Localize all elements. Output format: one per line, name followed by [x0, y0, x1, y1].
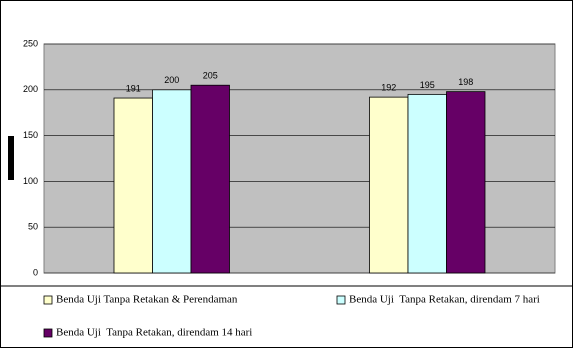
data-label: 192: [381, 83, 396, 93]
y-tick-label: 200: [23, 84, 38, 94]
legend-swatch: [43, 328, 53, 338]
y-tick-label: 250: [23, 38, 38, 48]
bar: [446, 91, 486, 274]
side-marker: [8, 136, 14, 180]
data-label: 205: [203, 71, 218, 81]
legend-swatch: [43, 295, 53, 305]
data-label: 200: [164, 75, 179, 85]
y-tick-label: 50: [28, 222, 38, 232]
bar: [113, 97, 153, 274]
data-label: 191: [126, 83, 141, 93]
legend-label: Benda Uji Tanpa Retakan, direndam 14 har…: [56, 327, 252, 339]
y-tick-label: 0: [33, 267, 38, 277]
y-tick-label: 100: [23, 176, 38, 186]
bar: [369, 96, 409, 274]
legend-swatch: [336, 295, 346, 305]
data-label: 195: [420, 80, 435, 90]
data-label: 198: [458, 77, 473, 87]
legend-label: Benda Uji Tanpa Retakan, direndam 7 hari: [349, 294, 540, 306]
legend-label: Benda Uji Tanpa Retakan & Perendaman: [56, 294, 238, 306]
bar: [190, 84, 230, 274]
bar: [152, 89, 192, 274]
bar: [407, 93, 447, 274]
y-tick-label: 150: [23, 130, 38, 140]
